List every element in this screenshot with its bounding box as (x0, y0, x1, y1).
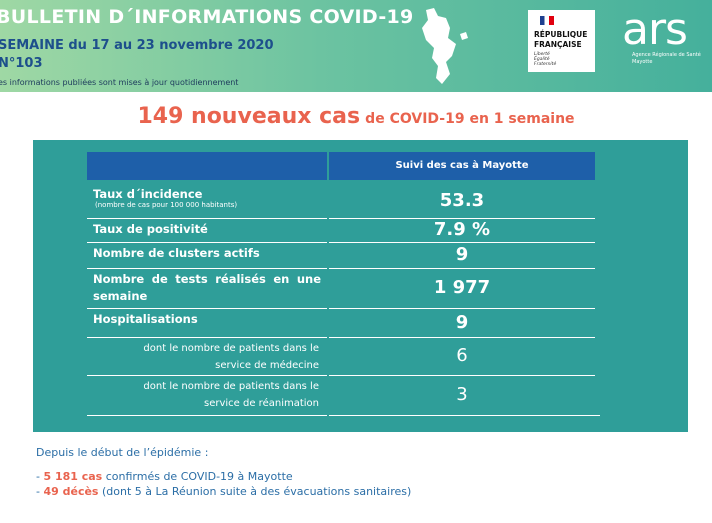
row-sublabel: (nombre de cas pour 100 000 habitants) (95, 201, 238, 209)
row-label: Taux de positivité (93, 222, 208, 236)
footer-rest: (dont 5 à La Réunion suite à des évacuat… (101, 485, 412, 498)
row-label: Nombre de clusters actifs (93, 246, 260, 260)
row-line (87, 308, 327, 309)
logo-ars: ars (622, 4, 688, 55)
logo-republique: RÉPUBLIQUE FRANÇAISE Liberté Égalité Fra… (528, 10, 595, 72)
row-value: 9 (455, 244, 469, 265)
note: es informations publiées sont mises à jo… (0, 78, 239, 87)
row-value: 53.3 (439, 189, 485, 211)
row-line (87, 375, 327, 376)
footer-item: - 49 décès (dont 5 à La Réunion suite à … (36, 485, 412, 498)
row-line (329, 375, 595, 376)
row-value: 7.9 % (433, 219, 491, 240)
footer-rest: confirmés de COVID-19 à Mayotte (105, 470, 293, 483)
row-line (329, 218, 595, 219)
row-label: dont le nombre de patients dans le servi… (143, 343, 319, 371)
row-line (329, 415, 600, 416)
row-value: 1 977 (433, 277, 491, 298)
row-line (87, 242, 327, 243)
table-header-empty (87, 152, 327, 180)
row-line (87, 268, 327, 269)
row-label: Taux d´incidence (93, 187, 203, 201)
logo-text: FRANÇAISE (534, 40, 582, 49)
row-label: Nombre de tests réalisés en une semaine (93, 272, 321, 303)
footer-strong: 5 181 cas (43, 470, 103, 483)
logo-motto: Liberté Égalité Fraternité (534, 52, 557, 67)
logo-ars-sub: Agence Régionale de Santé Mayotte (632, 52, 701, 66)
logo-text: Mayotte (632, 59, 653, 65)
row-line (87, 415, 327, 416)
row-line (329, 242, 595, 243)
row-line (329, 308, 595, 309)
footer-intro: Depuis le début de l’épidémie : (36, 446, 209, 459)
logo-text: Agence Régionale de Santé (632, 52, 701, 58)
row-line (329, 337, 595, 338)
headline-strong: 149 nouveaux cas (137, 104, 361, 129)
table-header: Suivi des cas à Mayotte (329, 152, 595, 180)
row-label: dont le nombre de patients dans le servi… (143, 381, 319, 409)
footer-strong: 49 décès (43, 485, 99, 498)
headline-rest: de COVID-19 en 1 semaine (365, 111, 575, 127)
row-line (87, 337, 327, 338)
row-value: 3 (456, 384, 468, 405)
title: BULLETIN D´INFORMATIONS COVID-19 (0, 6, 414, 28)
row-label: Hospitalisations (93, 312, 198, 326)
row-line (329, 268, 595, 269)
logo-text: RÉPUBLIQUE (534, 30, 588, 39)
map-icon (422, 8, 468, 84)
week: SEMAINE du 17 au 23 novembre 2020 (0, 38, 274, 53)
headline: 149 nouveaux cas de COVID-19 en 1 semain… (0, 104, 712, 129)
table-box (33, 140, 688, 432)
footer-item: - 5 181 cas confirmés de COVID-19 à Mayo… (36, 470, 293, 483)
row-value: 9 (455, 311, 469, 333)
row-value: 6 (456, 345, 468, 366)
issue-number: N°103 (0, 56, 43, 71)
row-line (87, 218, 327, 219)
